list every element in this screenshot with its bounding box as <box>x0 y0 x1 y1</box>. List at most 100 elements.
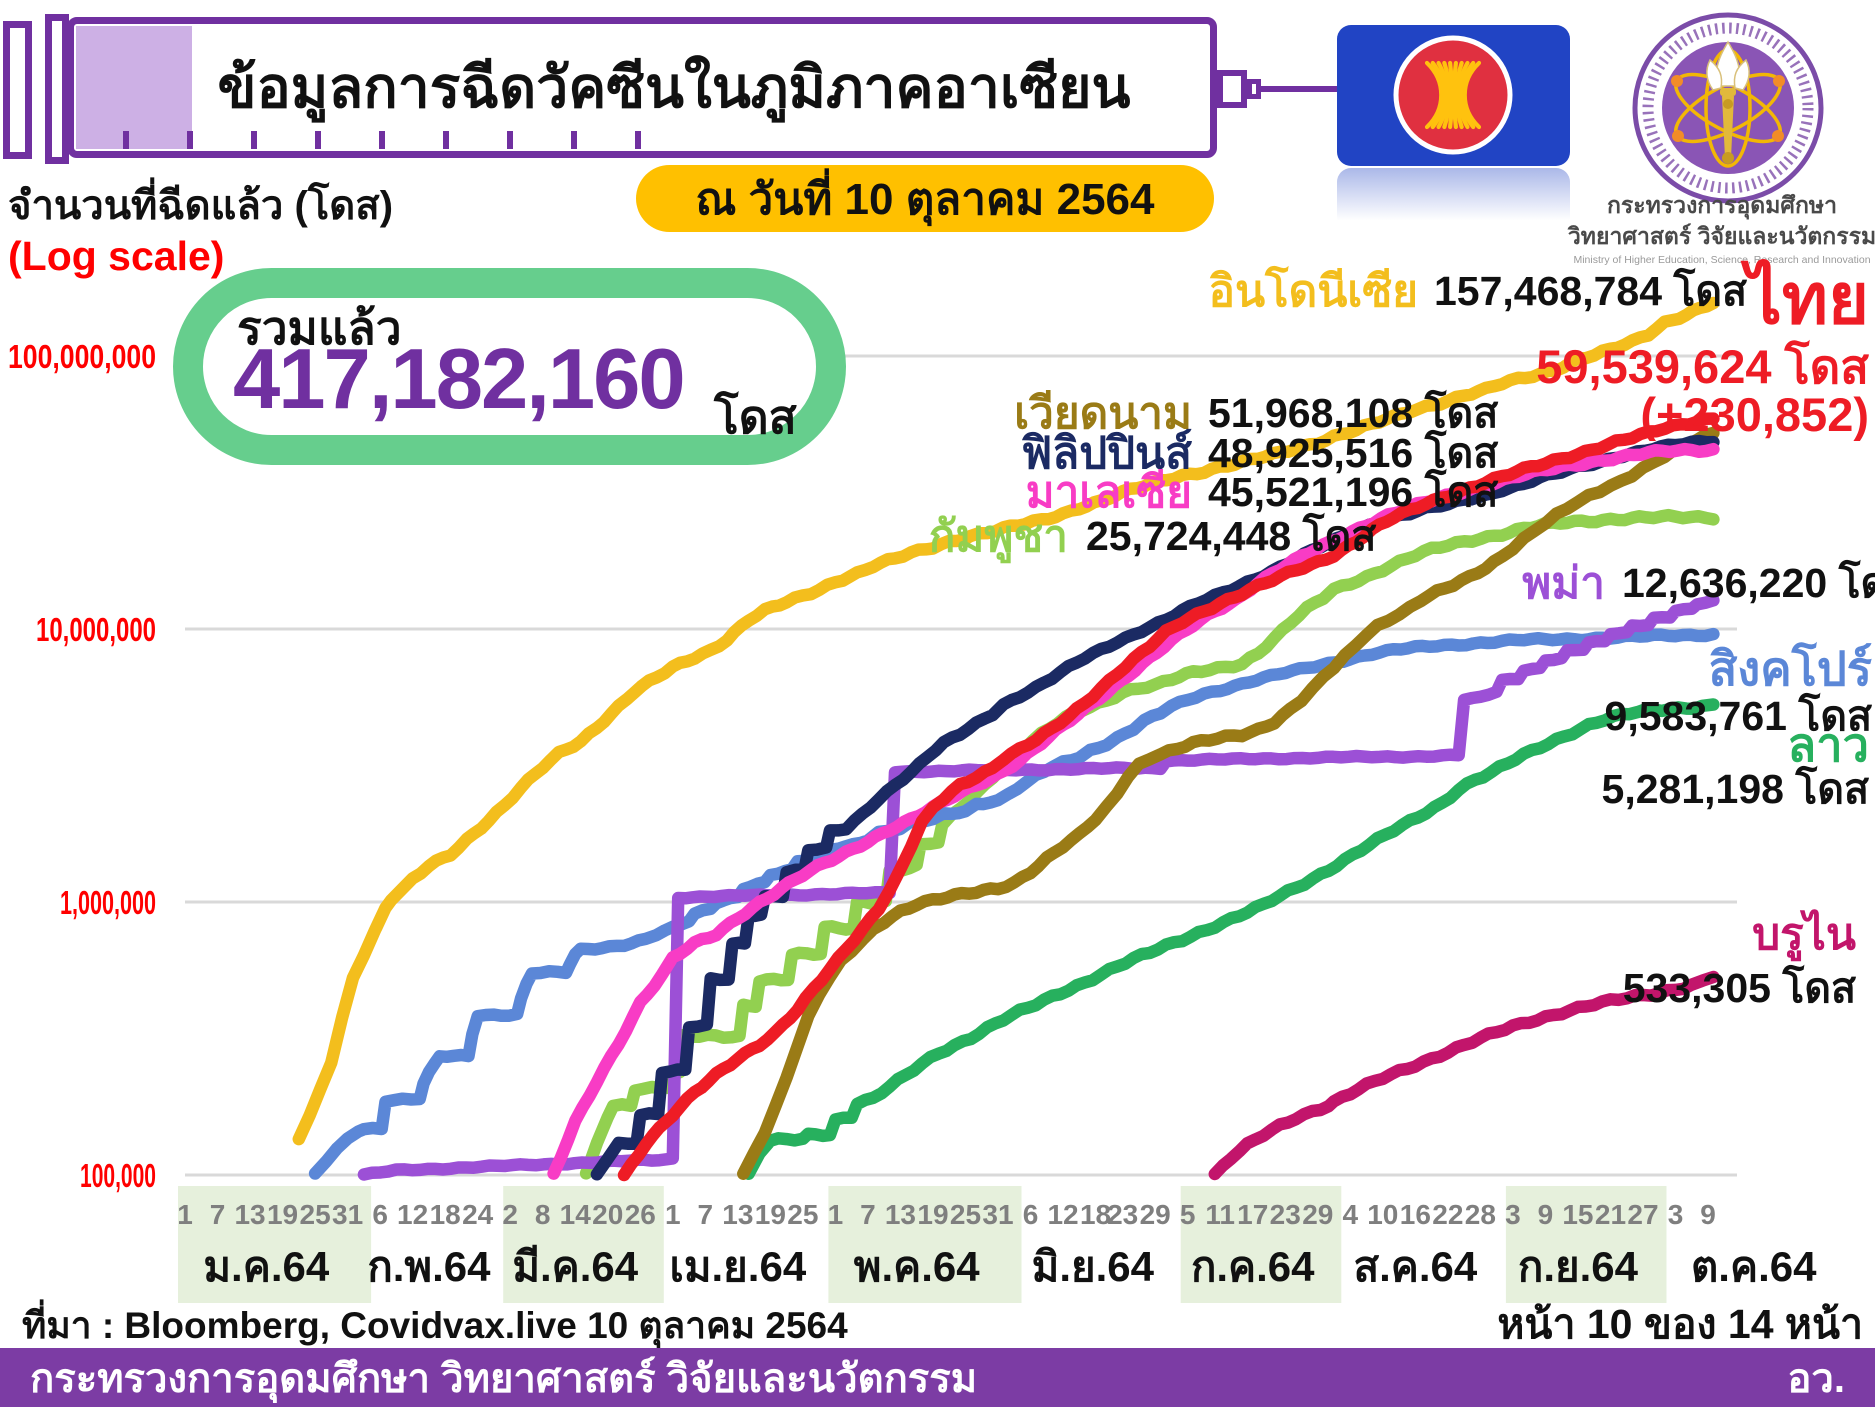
country-name-vietnam: เวียดนาม <box>1014 389 1192 439</box>
x-tick-มี.ค.64-8: 8 <box>535 1199 551 1230</box>
x-tick-ม.ค.64-19: 19 <box>267 1199 298 1230</box>
x-tick-ก.ย.64-27: 27 <box>1627 1199 1658 1230</box>
page-title: ข้อมูลการฉีดวัคซีนในภูมิภาคอาเซียน <box>217 56 1131 120</box>
x-tick-ก.ค.64-23: 23 <box>1270 1199 1301 1230</box>
x-tick-ก.ค.64-29: 29 <box>1302 1199 1333 1230</box>
country-name-indonesia: อินโดนีเซีย <box>1208 267 1418 317</box>
country-name-singapore: สิงคโปร์ <box>1708 642 1872 696</box>
page-indicator: หน้า 10 ของ 14 หน้า <box>1497 1301 1863 1347</box>
x-tick-มิ.ย.64-12: 12 <box>1047 1199 1078 1230</box>
country-name-cambodia: กัมพูชา <box>928 512 1068 562</box>
x-tick-พ.ค.64-19: 19 <box>917 1199 948 1230</box>
x-tick-เม.ย.64-25: 25 <box>787 1199 818 1230</box>
country-value-malaysia: 45,521,196 โดส <box>1208 469 1499 516</box>
syringe-needle-hub2-icon <box>1247 79 1261 99</box>
total-unit: โดส <box>714 391 797 443</box>
country-value-philippines: 48,925,516 โดส <box>1208 430 1499 477</box>
x-month-label-ก.ค.64: ก.ค.64 <box>1191 1243 1315 1290</box>
country-name-thailand: ไทย <box>1746 259 1869 338</box>
y-tick-label-1,000,000: 1,000,000 <box>60 884 156 921</box>
series-line-laos <box>742 698 1720 1180</box>
x-tick-ม.ค.64-13: 13 <box>234 1199 265 1230</box>
x-tick-ส.ค.64-22: 22 <box>1432 1199 1463 1230</box>
syringe-needle-hub-icon <box>1217 70 1247 108</box>
x-tick-พ.ค.64-31: 31 <box>982 1199 1013 1230</box>
y-tick-label-10,000,000: 10,000,000 <box>36 611 156 648</box>
x-tick-ก.ย.64-21: 21 <box>1595 1199 1626 1230</box>
total-label: รวมแล้ว <box>237 302 402 354</box>
x-tick-พ.ค.64-1: 1 <box>828 1199 844 1230</box>
x-tick-ส.ค.64-4: 4 <box>1343 1199 1359 1230</box>
syringe-tick-0 <box>123 131 129 149</box>
x-tick-พ.ค.64-13: 13 <box>885 1199 916 1230</box>
y-tick-label-100,000: 100,000 <box>80 1157 156 1194</box>
series-line-vietnam <box>737 426 1720 1180</box>
x-tick-มี.ค.64-20: 20 <box>592 1199 623 1230</box>
country-value-brunei: 533,305 โดส <box>1622 965 1856 1012</box>
x-tick-มิ.ย.64-23: 23 <box>1107 1199 1138 1230</box>
y-axis-title: จำนวนที่ฉีดแล้ว (โดส) <box>8 184 394 228</box>
asean-flag <box>1337 25 1570 166</box>
country-value-laos: 5,281,198 โดส <box>1601 766 1869 813</box>
series-line-thailand <box>617 412 1720 1182</box>
x-month-label-ส.ค.64: ส.ค.64 <box>1353 1243 1477 1290</box>
ministry-name-english: Ministry of Higher Education, Science, R… <box>1573 254 1871 266</box>
x-tick-ต.ค.64-3: 3 <box>1668 1199 1684 1230</box>
x-month-label-มี.ค.64: มี.ค.64 <box>512 1243 638 1290</box>
x-tick-ก.พ.64-24: 24 <box>462 1199 494 1230</box>
country-name-philippines: ฟิลิปปินส์ <box>1021 429 1192 479</box>
country-name-myanmar: พม่า <box>1522 559 1605 609</box>
x-tick-ก.พ.64-18: 18 <box>430 1199 461 1230</box>
syringe-tick-1 <box>187 131 193 149</box>
country-value-thailand: 59,539,624 โดส <box>1536 340 1869 394</box>
x-month-label-ก.พ.64: ก.พ.64 <box>367 1243 491 1290</box>
ministry-th-line2: วิทยาศาสตร์ วิจัยและนวัตกรรม <box>1567 223 1875 249</box>
syringe-tick-8 <box>635 131 641 149</box>
country-name-laos: ลาว <box>1787 718 1869 772</box>
syringe-plunger-head-icon <box>45 14 69 164</box>
x-tick-มิ.ย.64-6: 6 <box>1023 1199 1039 1230</box>
month-band-4 <box>828 1186 1022 1303</box>
x-month-label-ต.ค.64: ต.ค.64 <box>1691 1243 1817 1290</box>
month-band-6 <box>1180 1186 1342 1303</box>
x-tick-เม.ย.64-13: 13 <box>722 1199 753 1230</box>
date-pill: ณ วันที่ 10 ตุลาคม 2564 <box>636 165 1214 232</box>
asean-emblem-icon <box>1393 35 1513 155</box>
x-month-label-ก.ย.64: ก.ย.64 <box>1518 1243 1639 1290</box>
mhesi-logo <box>1632 12 1824 204</box>
x-tick-มี.ค.64-26: 26 <box>625 1199 656 1230</box>
country-delta-thailand: (+230,852) <box>1640 388 1869 442</box>
x-tick-มิ.ย.64-29: 29 <box>1140 1199 1171 1230</box>
x-month-label-ม.ค.64: ม.ค.64 <box>203 1243 329 1290</box>
x-tick-ส.ค.64-28: 28 <box>1465 1199 1496 1230</box>
syringe-tick-7 <box>571 131 577 149</box>
x-tick-ก.ค.64-5: 5 <box>1180 1199 1196 1230</box>
country-value-cambodia: 25,724,448 โดส <box>1086 513 1377 560</box>
syringe-barrel-icon <box>67 17 1217 158</box>
syringe-needle-icon <box>1261 86 1339 92</box>
source-citation: ที่มา : Bloomberg, Covidvax.live 10 ตุลา… <box>22 1305 848 1346</box>
x-tick-ม.ค.64-1: 1 <box>177 1199 193 1230</box>
syringe-tick-4 <box>379 131 385 149</box>
month-band-8 <box>1505 1186 1667 1303</box>
series-line-myanmar <box>357 594 1720 1181</box>
x-tick-ก.ย.64-3: 3 <box>1505 1199 1521 1230</box>
x-tick-ต.ค.64-9: 9 <box>1700 1199 1716 1230</box>
x-tick-ม.ค.64-31: 31 <box>332 1199 363 1230</box>
x-month-label-มิ.ย.64: มิ.ย.64 <box>1032 1243 1155 1290</box>
x-tick-ส.ค.64-10: 10 <box>1367 1199 1398 1230</box>
syringe-plunger-icon <box>3 21 32 159</box>
country-value-vietnam: 51,968,108 โดส <box>1208 390 1499 437</box>
month-band-0 <box>178 1186 372 1303</box>
x-tick-ม.ค.64-7: 7 <box>210 1199 226 1230</box>
y-tick-label-100,000,000: 100,000,000 <box>8 338 156 375</box>
series-line-brunei <box>1208 970 1720 1181</box>
syringe-tick-2 <box>251 131 257 149</box>
footer-ministry-name: กระทรวงการอุดมศึกษา วิทยาศาสตร์ วิจัยและ… <box>30 1356 978 1401</box>
ministry-name-thai: กระทรวงการอุดมศึกษา วิทยาศาสตร์ วิจัยและ… <box>1457 190 1875 252</box>
x-tick-ก.ย.64-15: 15 <box>1562 1199 1593 1230</box>
syringe-tick-5 <box>443 131 449 149</box>
x-tick-ก.ค.64-11: 11 <box>1205 1199 1235 1230</box>
x-month-label-เม.ย.64: เม.ย.64 <box>669 1243 806 1290</box>
